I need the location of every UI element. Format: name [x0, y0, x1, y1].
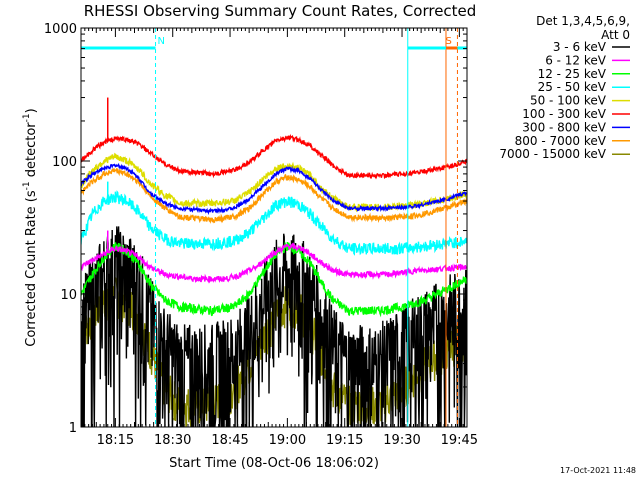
series-line-3-6-keV [81, 226, 467, 427]
legend-label-800-7000-keV: 800 - 7000 keV [515, 134, 607, 148]
x-tick-label: 18:15 [97, 433, 134, 448]
timestamp: 17-Oct-2021 11:48 [560, 466, 636, 475]
series-line-800-7000-keV [81, 167, 467, 224]
y-axis-label-part: detector [24, 122, 39, 182]
legend-label-6-12-keV: 6 - 12 keV [545, 53, 607, 67]
legend-label-300-800-keV: 300 - 800 keV [522, 120, 606, 134]
flag-label-s: S [445, 36, 451, 47]
plot-area [81, 97, 467, 427]
chart-title: RHESSI Observing Summary Count Rates, Co… [83, 2, 477, 20]
legend-label-50-100-keV: 50 - 100 keV [530, 94, 607, 108]
series-line-300-800-keV [81, 162, 467, 216]
legend-label-12-25-keV: 12 - 25 keV [538, 67, 607, 81]
x-axis-label: Start Time (08-Oct-06 18:06:02) [169, 456, 379, 471]
legend-label-25-50-keV: 25 - 50 keV [538, 80, 607, 94]
legend-label-7000-15000-keV: 7000 - 15000 keV [499, 147, 606, 161]
legend-title: Det 1,3,4,5,6,9, [536, 14, 630, 28]
y-tick-label: 10 [60, 288, 77, 303]
legend-label-3-6-keV: 3 - 6 keV [553, 40, 607, 54]
y-axis-label-part: Corrected Count Rate (s [24, 190, 39, 347]
y-tick-label: 1 [69, 421, 77, 436]
x-tick-label: 19:15 [326, 433, 363, 448]
plot-frame [80, 27, 468, 428]
x-tick-label: 19:00 [269, 433, 306, 448]
flag-label-n: N [158, 36, 165, 47]
y-axis-label: Corrected Count Rate (s-1 detector-1) [22, 108, 39, 346]
y-axis-label-part: -1 [22, 181, 32, 190]
x-tick-label: 19:30 [383, 433, 420, 448]
x-tick-label: 18:30 [154, 433, 191, 448]
y-axis-label-part: ) [24, 108, 39, 113]
legend-label-100-300-keV: 100 - 300 keV [522, 107, 606, 121]
y-tick-label: 1000 [44, 22, 77, 37]
y-axis-label-part: -1 [22, 113, 32, 122]
series-line-25-50-keV [81, 190, 467, 256]
y-tick-label: 100 [52, 155, 77, 170]
x-tick-label: 19:45 [441, 433, 478, 448]
x-tick-label: 18:45 [211, 433, 248, 448]
legend-subtitle: Att 0 [601, 28, 630, 42]
series-line-100-300-keV [81, 133, 467, 180]
series-line-6-12-keV [81, 242, 467, 284]
